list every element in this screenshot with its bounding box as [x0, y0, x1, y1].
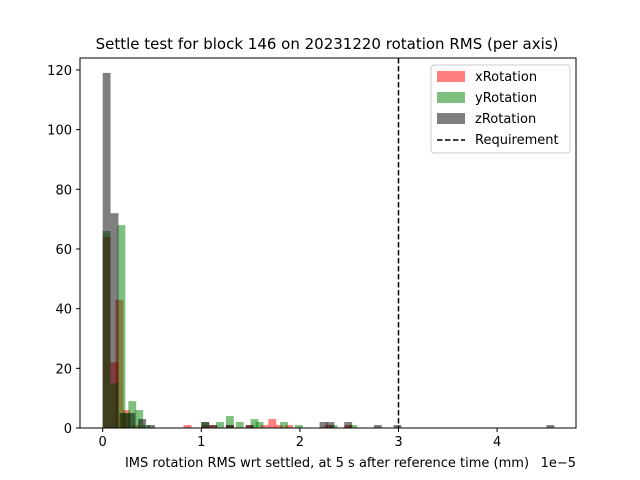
yrotation-bar [294, 425, 303, 428]
zrotation-bar [110, 213, 119, 428]
legend-swatch-yrotation [437, 92, 465, 103]
yrotation-bar [117, 225, 126, 428]
y-tick-label: 60 [55, 243, 72, 258]
legend-label-requirement: Requirement [475, 133, 559, 148]
xrotation-bar [260, 425, 269, 428]
axes-frame [79, 57, 577, 429]
zrotation-bar [546, 425, 555, 428]
y-tick-label: 80 [55, 183, 72, 198]
yrotation-bar [349, 425, 358, 428]
x-axis-ticks: 0 1 2 3 4 [99, 428, 501, 450]
yrotation-bar [250, 419, 259, 428]
yrotation-bar [255, 422, 264, 428]
y-tick-label: 40 [55, 303, 72, 318]
legend-box [430, 64, 571, 154]
xrotation-bar [183, 425, 192, 428]
xrotation-bar [275, 425, 284, 428]
zrotation-bar [119, 413, 128, 428]
legend: xRotation yRotation zRotation Requirement [430, 64, 571, 154]
histogram-bars [102, 72, 555, 428]
zrotation-bar [344, 422, 353, 428]
zrotation-bar [127, 413, 136, 428]
y-tick-label: 20 [55, 362, 72, 377]
x-axis-offset-text: 1e−5 [541, 456, 576, 471]
x-tick-label: 4 [493, 435, 501, 450]
y-axis-ticks: 0 20 40 60 80 100 120 [47, 64, 80, 437]
legend-label-xrotation: xRotation [475, 70, 537, 85]
zrotation-bar [138, 419, 147, 428]
zrotation-bar [147, 425, 155, 428]
y-tick-label: 120 [47, 64, 72, 79]
legend-swatch-xrotation [437, 71, 465, 82]
yrotation-bar [225, 416, 234, 428]
legend-label-zrotation: zRotation [475, 112, 536, 127]
xrotation-bar [268, 419, 277, 428]
x-axis-label: IMS rotation RMS wrt settled, at 5 s aft… [125, 456, 529, 471]
zrotation-bar [373, 425, 382, 428]
zrotation-bar [201, 422, 210, 428]
y-tick-label: 100 [47, 124, 72, 139]
zrotation-bar [393, 425, 402, 428]
x-tick-label: 1 [197, 435, 205, 450]
yrotation-bar [216, 422, 224, 428]
yrotation-bar [235, 422, 244, 428]
zrotation-bar [326, 422, 335, 428]
x-tick-label: 2 [296, 435, 304, 450]
zrotation-bar [319, 422, 328, 428]
chart-title: Settle test for block 146 on 20231220 ro… [96, 35, 559, 53]
zrotation-bar [102, 72, 111, 428]
zrotation-bar [209, 425, 218, 428]
zrotation-bar [245, 425, 254, 428]
legend-swatch-zrotation [437, 113, 465, 124]
xrotation-bar [285, 425, 293, 428]
y-tick-label: 0 [64, 422, 72, 437]
yrotation-bar [280, 422, 289, 428]
x-tick-label: 3 [394, 435, 402, 450]
zrotation-bar [225, 425, 234, 428]
legend-label-yrotation: yRotation [475, 91, 537, 106]
x-tick-label: 0 [99, 435, 107, 450]
